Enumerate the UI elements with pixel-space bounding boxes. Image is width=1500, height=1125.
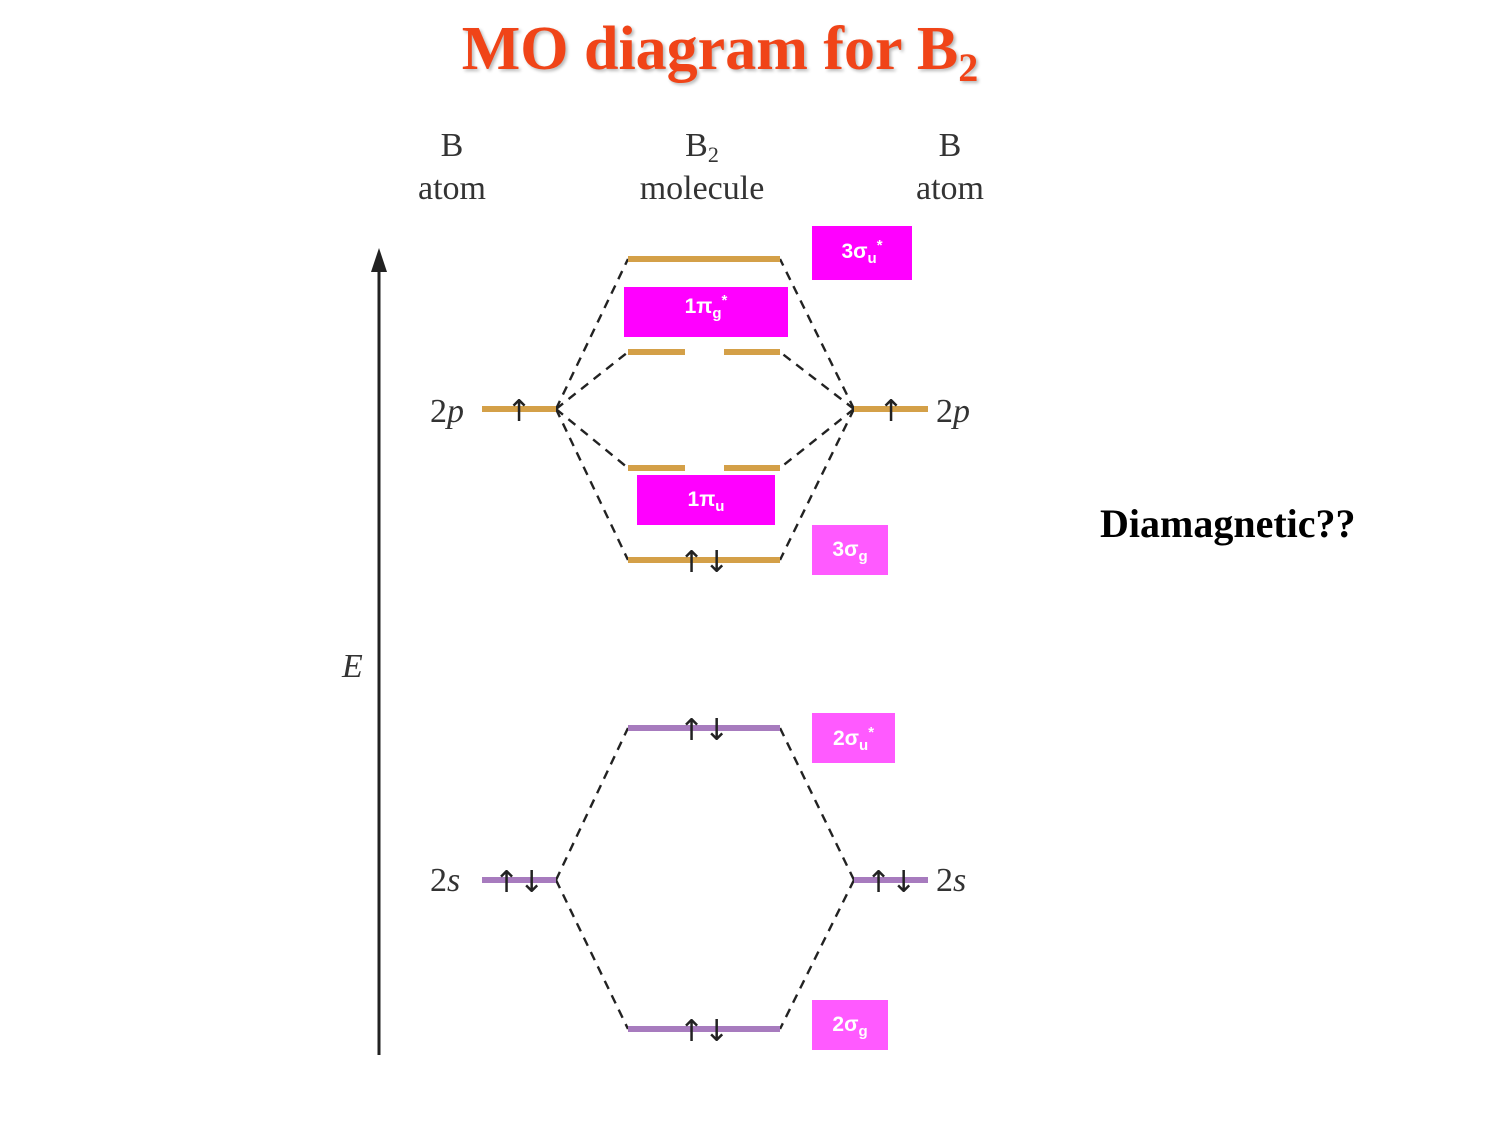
molecule-formula: B2	[616, 124, 788, 167]
right-2p-label: 2p	[936, 393, 970, 430]
page-title: MO diagram for B2	[0, 14, 1440, 91]
left-atom-header: B atom	[400, 124, 504, 210]
electron-sigma-u-2: ↑↓	[679, 713, 729, 748]
electron-left-2p: ↑	[506, 394, 531, 429]
molecule-symbol: B	[685, 127, 708, 164]
energy-axis-arrowhead	[371, 248, 387, 272]
diamagnetic-note: Diamagnetic??	[1100, 501, 1356, 546]
left-2p-label: 2p	[430, 393, 464, 430]
electron-right-2s: ↑↓	[866, 865, 916, 900]
correlation-lines	[554, 258, 856, 1030]
p-levels	[482, 256, 928, 563]
electron-sigma-g-3: ↑↓	[679, 545, 729, 580]
energy-axis-label: E	[342, 648, 363, 685]
title-text: MO diagram for B	[461, 15, 959, 83]
right-atom-header: B atom	[898, 124, 1002, 210]
title-subscript: 2	[958, 45, 979, 90]
tag-sigma-g-2: 2σg	[812, 1000, 888, 1050]
right-atom-caption: atom	[916, 170, 984, 207]
left-atom-symbol: B	[440, 127, 464, 164]
tag-sigma-u-3: 3σu*	[812, 226, 912, 280]
left-atom-caption: atom	[418, 170, 486, 207]
electron-sigma-g-2: ↑↓	[679, 1014, 729, 1049]
right-atom-symbol: B	[938, 127, 962, 164]
tag-sigma-u-2: 2σu*	[812, 713, 895, 763]
tag-pi-u-1: 1πu	[637, 475, 775, 525]
tag-sigma-g-3: 3σg	[812, 525, 888, 575]
s-levels	[482, 725, 928, 1032]
molecule-header: B2 molecule	[616, 124, 788, 210]
tag-pi-g-1: 1πg*	[624, 287, 788, 337]
electron-right-2p: ↑	[878, 394, 903, 429]
electron-left-2s: ↑↓	[494, 865, 544, 900]
molecule-subscript: 2	[707, 142, 719, 167]
left-2s-label: 2s	[430, 862, 461, 899]
right-2s-label: 2s	[936, 862, 967, 899]
molecule-caption: molecule	[639, 170, 765, 207]
